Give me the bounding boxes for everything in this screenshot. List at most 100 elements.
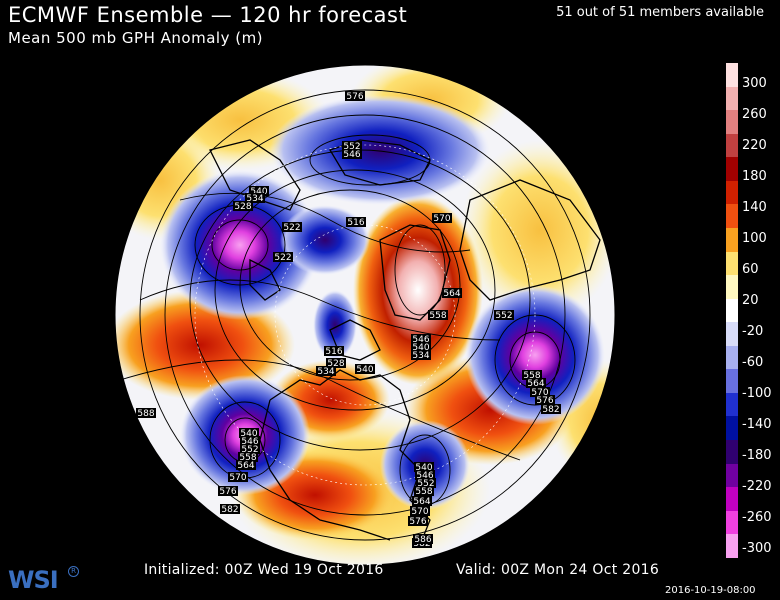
contour-label: 546 (416, 471, 433, 481)
colorbar-swatch (726, 463, 738, 488)
colorbar (726, 63, 738, 558)
contour-label-box (522, 370, 542, 380)
contour-label: 570 (531, 388, 548, 398)
colorbar-swatch (726, 487, 738, 511)
colorbar-swatch (726, 275, 738, 299)
contour-label: 582 (542, 405, 559, 415)
contour-label: 558 (523, 371, 540, 381)
contour-label: 586 (414, 535, 431, 545)
contour-label: 516 (325, 347, 342, 357)
contour-label: 588 (137, 409, 154, 419)
contour-label-box (220, 504, 240, 514)
colorbar-tick-label: -260 (742, 509, 772, 525)
colorbar-tick-label: -220 (742, 478, 772, 494)
colorbar-tick-label: -60 (742, 354, 764, 370)
colorbar-tick-label: 300 (742, 76, 767, 92)
contour-label: 546 (343, 150, 360, 160)
contour-label: 522 (274, 253, 291, 263)
contour-label-box (342, 141, 362, 151)
contour-label: 582 (221, 505, 238, 515)
colorbar-swatch (726, 251, 738, 276)
contour-label-box (411, 342, 431, 352)
contour-label: 576 (346, 92, 363, 102)
contour-label-box (233, 201, 253, 211)
contour-label-box (316, 366, 336, 376)
contour-label: 552 (495, 311, 512, 321)
contour-label-box (324, 346, 344, 356)
colorbar-swatch (726, 345, 738, 370)
contour-label-box (240, 436, 260, 446)
contour-label-box (236, 460, 256, 470)
contour-label: 570 (411, 507, 428, 517)
contour-label-box (541, 404, 561, 414)
colorbar-tick-label: 220 (742, 138, 767, 154)
colorbar-tick-label: 260 (742, 107, 767, 123)
contour-label-box (345, 91, 365, 101)
contour-label-box (411, 334, 431, 344)
contour-label-box (416, 478, 436, 488)
colorbar-tick-label: -180 (742, 447, 772, 463)
contour-label-box (535, 395, 555, 405)
contour-label: 570 (229, 473, 246, 483)
colorbar-swatch (726, 227, 738, 252)
contour-label-box (432, 213, 452, 223)
contour-label: 564 (443, 289, 460, 299)
contour-label-box (410, 506, 430, 516)
colorbar-swatch (726, 440, 738, 464)
contour-label-box (355, 364, 375, 374)
colorbar-swatch (726, 63, 738, 87)
contour-label-box (136, 408, 156, 418)
colorbar-tick-label: 180 (742, 169, 767, 185)
contour-label-box (218, 486, 238, 496)
colorbar-swatch (726, 298, 738, 323)
contour-label-box (240, 444, 260, 454)
page-subtitle: Mean 500 mb GPH Anomaly (m) (8, 29, 264, 47)
contour-label: 528 (327, 359, 344, 369)
contour-label-box (413, 534, 433, 544)
contour-label-box (415, 470, 435, 480)
colorbar-swatch (726, 157, 738, 181)
colorbar-swatch (726, 86, 738, 111)
page-title: ECMWF Ensemble — 120 hr forecast (8, 3, 408, 27)
contour-label-box (282, 222, 302, 232)
contour-label: 534 (246, 194, 263, 204)
contour-label: 552 (343, 142, 360, 152)
contour-label-box (412, 496, 432, 506)
colorbar-tick-label: 20 (742, 293, 759, 309)
colorbar-tick-label: -100 (742, 385, 772, 401)
contour-label: 576 (409, 517, 426, 527)
contour-label-box (526, 378, 546, 388)
contour-label: 558 (239, 453, 256, 463)
registered-mark-icon: R (68, 566, 79, 577)
colorbar-swatch (726, 133, 738, 158)
wsi-logo: WSI (8, 566, 59, 594)
contour-label: 534 (317, 367, 334, 377)
initialized-time: Initialized: 00Z Wed 19 Oct 2016 (144, 562, 384, 578)
map-edge (114, 64, 616, 566)
colorbar-tick-label: 140 (742, 200, 767, 216)
contour-label: 564 (527, 379, 544, 389)
contour-label-box (273, 252, 293, 262)
contour-label: 576 (219, 487, 236, 497)
contour-label: 564 (413, 497, 430, 507)
contour-label-box (228, 472, 248, 482)
contour-label-box (414, 486, 434, 496)
contour-label-box (238, 452, 258, 462)
anomaly-field (115, 65, 615, 565)
colorbar-tick-label: 100 (742, 231, 767, 247)
contour-label-box (408, 516, 428, 526)
contour-label: 516 (347, 218, 364, 228)
issue-timestamp: 2016-10-19-08:00 (665, 585, 756, 596)
contour-label: 540 (356, 365, 373, 375)
contour-label: 540 (240, 429, 257, 439)
contour-label: 522 (283, 223, 300, 233)
colorbar-swatch (726, 510, 738, 535)
contour-label-box (326, 358, 346, 368)
colorbar-tick-label: -20 (742, 323, 764, 339)
colorbar-swatch (726, 180, 738, 205)
contour-label: 546 (412, 335, 429, 345)
contour-label-box (428, 310, 448, 320)
contour-label-box (442, 288, 462, 298)
contour-label: 546 (241, 437, 258, 447)
contour-label: 558 (429, 311, 446, 321)
